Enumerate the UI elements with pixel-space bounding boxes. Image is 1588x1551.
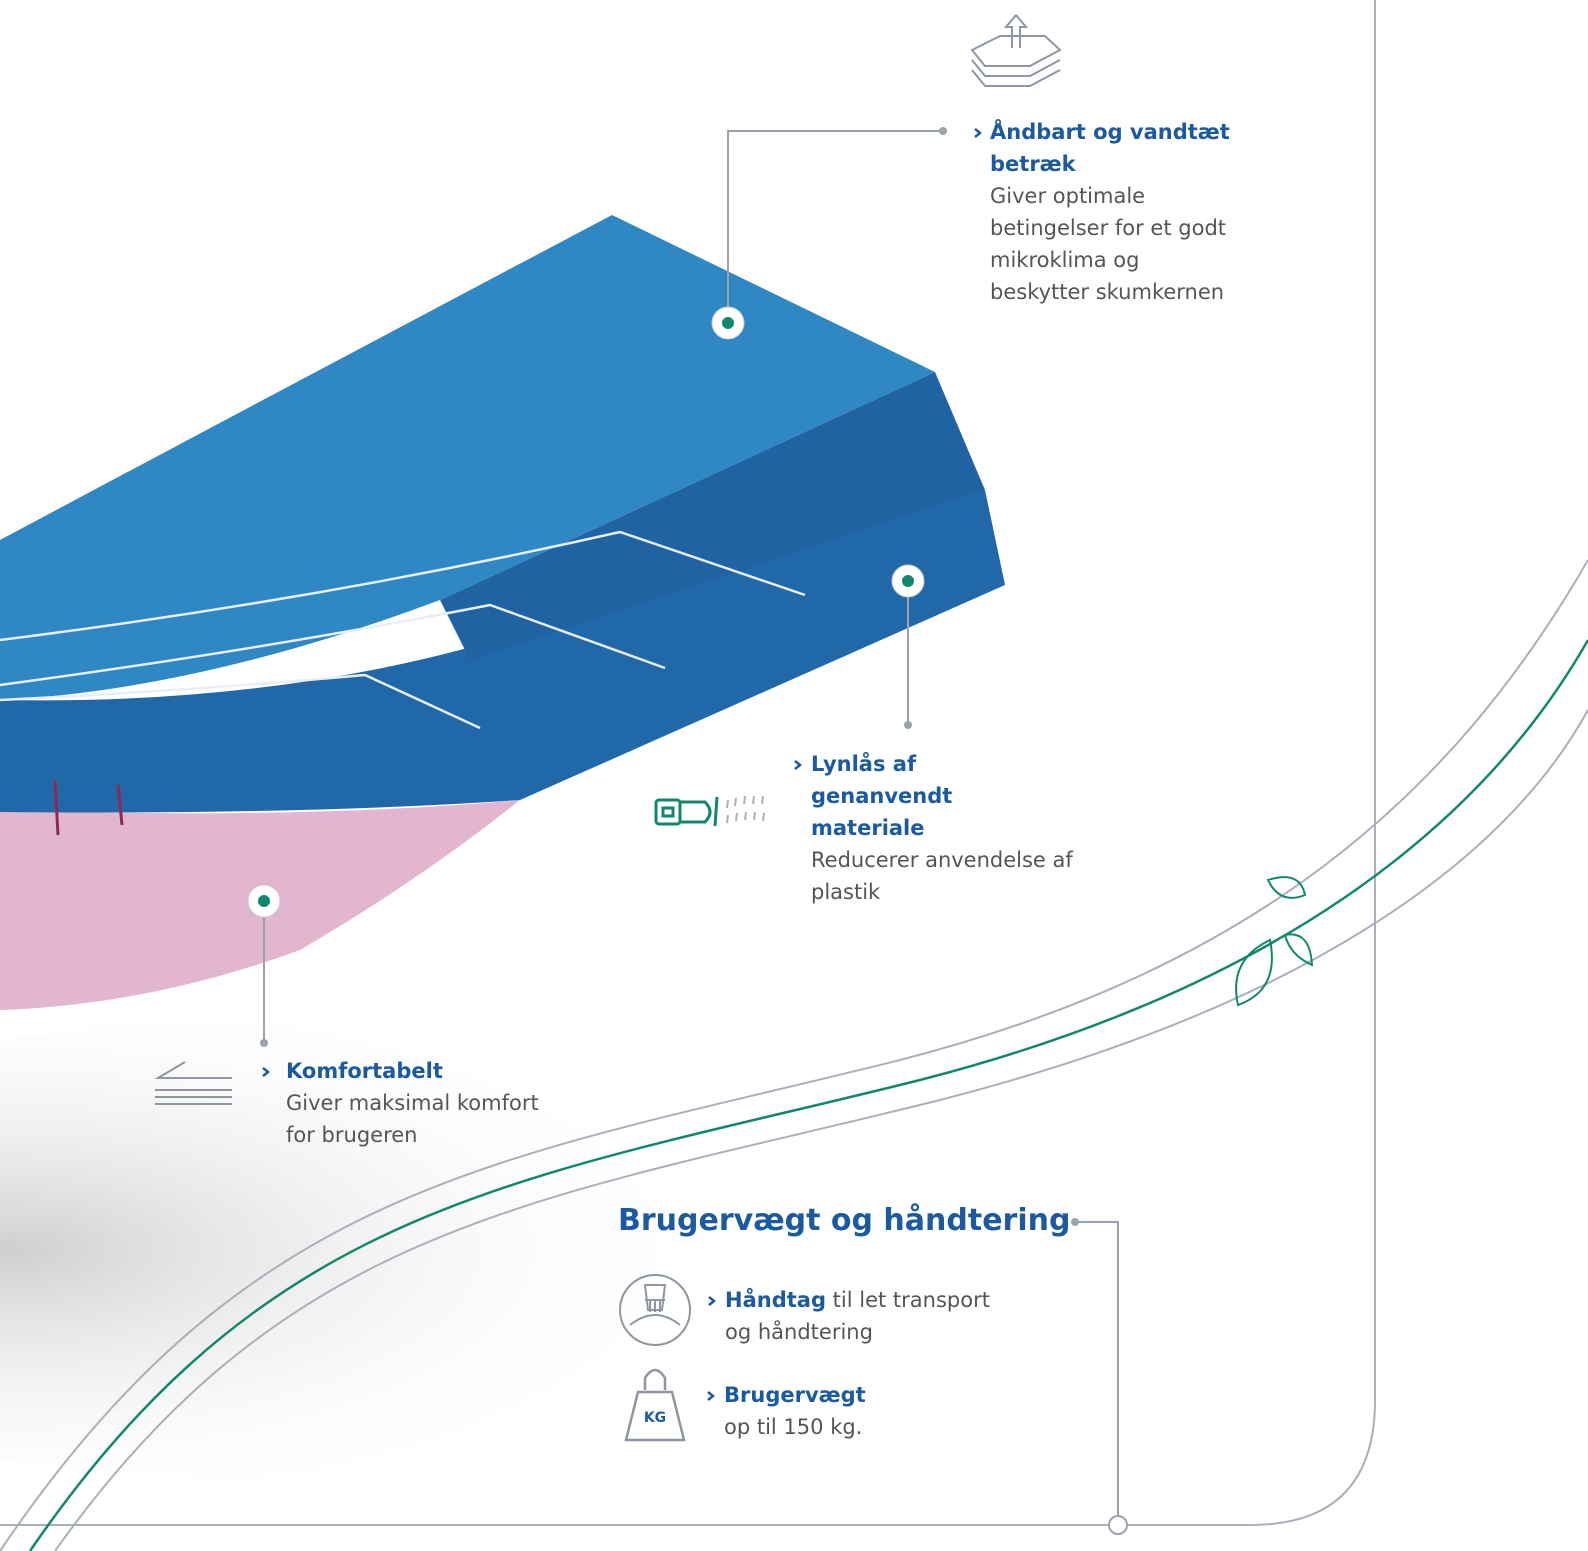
curve — [28, 639, 1588, 1551]
curve — [0, 559, 1588, 1551]
section-item: Brugervægt op til 150 kg. — [724, 1379, 924, 1443]
feature-title: Komfortabelt — [286, 1059, 443, 1083]
weight-icon — [624, 1368, 686, 1442]
hotspot — [247, 306, 925, 918]
bullet — [262, 128, 983, 1401]
feature-body: Giver optimale betingelser for et godt m… — [990, 184, 1227, 304]
item-text: til let transport og håndtering — [725, 1288, 990, 1344]
feature: Komfortabelt Giver maksimal komfort for … — [286, 1055, 556, 1151]
stitch — [53, 779, 124, 836]
section-item: Håndtag til let transport og håndtering — [725, 1284, 1000, 1348]
seam — [0, 530, 806, 730]
section-title: Brugervægt og håndtering — [618, 1203, 1071, 1238]
callout-line — [263, 130, 1119, 1525]
handle-icon — [619, 1274, 691, 1346]
item-bold: Brugervægt — [724, 1383, 866, 1407]
feature-body: Giver maksimal komfort for brugeren — [286, 1091, 539, 1147]
feature-body: Reducerer anvendelse af plastik — [811, 848, 1073, 904]
breathable-icon — [970, 14, 1062, 87]
frame — [0, 0, 1376, 1526]
comfort-icon — [154, 1061, 232, 1105]
mattress-side — [440, 372, 985, 660]
item-bold: Håndtag — [725, 1288, 826, 1312]
shadow — [0, 1020, 850, 1480]
zipper-icon — [654, 796, 719, 827]
weight-label: KG — [644, 1410, 666, 1426]
callout-end — [1108, 1515, 1128, 1535]
mattress-layer — [0, 490, 1005, 813]
leaf-icon — [1235, 876, 1314, 1007]
feature: Lynlås af genanvendt materiale Reducerer… — [811, 748, 1091, 908]
mattress-top — [0, 215, 935, 700]
item-text: op til 150 kg. — [724, 1415, 863, 1439]
zipper-teeth — [726, 795, 765, 824]
callout-end — [260, 127, 1079, 1226]
feature-title: Åndbart og vandtæt betræk — [990, 120, 1230, 176]
feature: Åndbart og vandtæt betræk Giver optimale… — [990, 116, 1240, 308]
feature-title: Lynlås af genanvendt materiale — [811, 752, 953, 840]
curve — [54, 709, 1588, 1551]
